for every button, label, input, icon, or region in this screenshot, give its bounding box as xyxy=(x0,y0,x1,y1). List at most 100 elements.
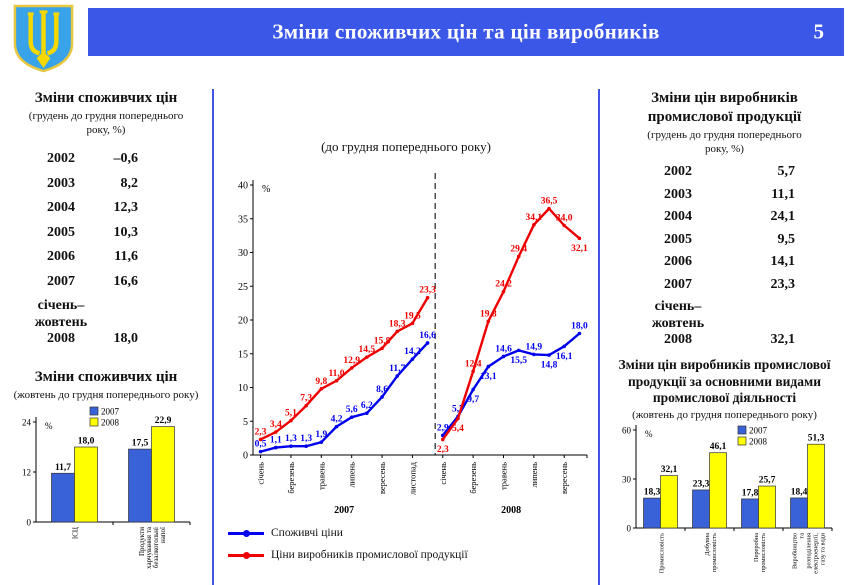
month-tick-label: липень xyxy=(529,462,539,488)
data-point-label: 14,8 xyxy=(541,361,558,371)
category-label: Переробнапромисловість xyxy=(753,532,767,571)
bar-value-label: 18,4 xyxy=(791,487,808,497)
data-point-label: 18,0 xyxy=(571,322,588,332)
table-row: 2005 10,3 xyxy=(26,225,212,242)
bar-value-label: 25,7 xyxy=(759,475,776,485)
bar-value-label: 11,7 xyxy=(55,463,71,473)
data-point-label: 5,7 xyxy=(452,405,464,415)
data-point-label: 11,7 xyxy=(389,364,405,374)
data-point-label: 9,7 xyxy=(467,395,479,405)
cpi-bar-chart-subtitle: (жовтень до грудня попереднього року) xyxy=(13,388,199,401)
cpi-bar-chart-title: Зміни споживчих цін xyxy=(34,368,178,385)
bar xyxy=(660,474,678,529)
cpi-table-title: Зміни споживчих цін xyxy=(34,90,178,106)
cpi-bar-chart: 0 12 24 % 11,7 18,0 ІСЦ 17,5 22,9 Продуктихарчува… xyxy=(22,406,191,569)
data-point-label: 8,6 xyxy=(376,385,388,395)
data-point-label: 12,9 xyxy=(343,356,360,366)
line-series xyxy=(260,297,429,441)
year-label: 2005 xyxy=(47,224,75,240)
data-point-label: 19,5 xyxy=(404,311,421,321)
year-value: 10,3 xyxy=(113,224,139,240)
data-point-label: 24,2 xyxy=(495,280,512,290)
data-point-label: 9,8 xyxy=(315,377,327,387)
line-series xyxy=(441,207,581,441)
table-row: січень– жовтень 2008 18,0 xyxy=(26,298,212,348)
page-title: Зміни споживчих цін та цін виробників xyxy=(272,19,660,44)
line-chart-legend: Споживчі ціни Ціни виробників промислово… xyxy=(228,527,598,561)
price-line-chart: 0 5 10 15 20 25 30 35 40 % січень березень травень ли… xyxy=(238,173,588,516)
month-tick-label: вересень xyxy=(559,462,569,494)
year-label: 2002 xyxy=(47,151,75,167)
cpi-table-subtitle: (грудень до грудня попереднього року, %) xyxy=(28,109,184,137)
year-value: 32,1 xyxy=(770,332,796,348)
data-point-label: 11,0 xyxy=(328,369,344,379)
table-row: 2006 11,6 xyxy=(26,249,212,266)
category-label: Добувнапромисловість xyxy=(704,532,718,571)
trident-icon xyxy=(13,4,74,73)
year-axis-label: 2007 xyxy=(334,505,354,516)
data-point-label: 2,3 xyxy=(437,445,449,455)
svg-text:10: 10 xyxy=(238,383,248,394)
ukraine-coat-of-arms xyxy=(9,2,78,73)
data-point-label: 12,4 xyxy=(465,359,482,369)
data-point-label: 5,4 xyxy=(452,424,464,434)
legend-item-producer-prices: Ціни виробників промислової продукції xyxy=(228,549,598,561)
data-point-label: 6,2 xyxy=(361,401,373,411)
year-value: 9,5 xyxy=(777,231,796,247)
data-point-label: 23,3 xyxy=(419,286,436,296)
producer-line-swatch-icon xyxy=(228,551,264,559)
data-point-label: 5,6 xyxy=(346,405,358,415)
year-label: 2006 xyxy=(664,254,692,270)
svg-text:40: 40 xyxy=(238,181,248,192)
table-row: 2002 5,7 xyxy=(636,164,849,181)
svg-text:60: 60 xyxy=(622,425,632,435)
data-point-label: 29,4 xyxy=(510,245,527,255)
table-row: 2007 23,3 xyxy=(636,277,849,294)
legend-label: 2008 xyxy=(101,418,120,428)
svg-text:25: 25 xyxy=(238,282,248,293)
bar xyxy=(790,497,808,529)
ppi-table-title: Зміни цін виробників промислової продукц… xyxy=(647,90,802,125)
svg-text:24: 24 xyxy=(22,418,32,428)
cpi-table: 2002 –0,6 2003 8,2 2004 12,3 2005 10,3 2006 11,6 2… xyxy=(26,151,212,348)
year-label: 2007 xyxy=(47,273,75,289)
legend-swatch-icon xyxy=(737,425,747,435)
year-label: 2005 xyxy=(664,231,692,247)
category-label: Продуктихарчування табезалкогольнінапої xyxy=(138,526,167,569)
month-tick-label: березень xyxy=(286,462,296,494)
data-point-label: 15,8 xyxy=(374,336,391,346)
svg-text:35: 35 xyxy=(238,214,248,225)
ppi-bar-chart: 0 30 60 % 18,3 32,1 Промисловість 23,3 46,1 Добув… xyxy=(622,424,833,573)
year-value: 11,1 xyxy=(771,186,795,202)
data-point-label: 34,0 xyxy=(556,214,573,224)
ppi-bar-chart-subtitle: (жовтень до грудня попереднього року) xyxy=(632,409,817,422)
table-row: січень– жовтень 2008 32,1 xyxy=(636,299,849,349)
bar-value-label: 17,5 xyxy=(132,439,149,449)
legend-label: 2008 xyxy=(749,436,768,446)
year-label: 2006 xyxy=(47,249,75,265)
legend-swatch-icon xyxy=(737,436,747,446)
year-value: 24,1 xyxy=(770,209,796,225)
ppi-bar-chart-title: Зміни цін виробників промислової продукц… xyxy=(618,356,831,406)
bar-value-label: 18,3 xyxy=(644,487,661,497)
table-row: 2004 12,3 xyxy=(26,200,212,217)
bar xyxy=(151,426,175,523)
month-tick-label: травень xyxy=(316,462,326,490)
bar-value-label: 22,9 xyxy=(155,416,172,426)
category-label: Промисловість xyxy=(658,533,665,573)
year-axis-label: 2008 xyxy=(501,505,521,516)
bar-value-label: 32,1 xyxy=(661,465,678,475)
table-row: 2003 8,2 xyxy=(26,176,212,193)
year-value: 14,1 xyxy=(770,254,796,270)
data-point-label: 14,5 xyxy=(359,345,376,355)
svg-text:0: 0 xyxy=(627,523,632,533)
month-tick-label: листопад xyxy=(407,461,417,495)
year-value: 5,7 xyxy=(777,164,796,180)
legend-swatch-icon xyxy=(89,406,99,416)
table-row: 2005 9,5 xyxy=(636,232,849,249)
svg-text:15: 15 xyxy=(238,349,248,360)
month-tick-label: січень xyxy=(438,462,448,485)
left-column: Зміни споживчих цін (грудень до грудня п… xyxy=(0,75,212,585)
year-value: 23,3 xyxy=(770,276,796,292)
line-series xyxy=(260,342,429,453)
